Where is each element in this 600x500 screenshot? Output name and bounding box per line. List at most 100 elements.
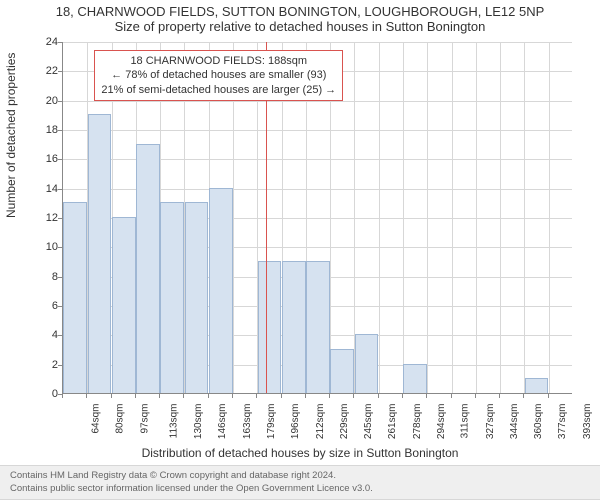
y-tick-mark [58,159,62,160]
y-tick-label: 10 [28,241,58,253]
histogram-chart: 18 CHARNWOOD FIELDS: 188sqm← 78% of deta… [62,42,572,394]
annotation-line-1: 18 CHARNWOOD FIELDS: 188sqm [101,54,336,68]
y-tick-mark [58,247,62,248]
x-tick-mark [499,394,500,398]
x-tick-label: 80sqm [115,404,126,434]
x-tick-label: 278sqm [412,404,423,440]
x-tick-mark [353,394,354,398]
x-tick-label: 130sqm [193,404,204,440]
gridline-v [549,42,550,393]
histogram-bar [63,202,87,393]
gridline-h [63,130,572,131]
x-tick-label: 393sqm [582,404,593,440]
y-tick-mark [58,365,62,366]
y-tick-mark [58,306,62,307]
annotation-line-3: 21% of semi-detached houses are larger (… [101,83,336,97]
y-tick-label: 22 [28,65,58,77]
address-title: 18, CHARNWOOD FIELDS, SUTTON BONINGTON, … [0,0,600,19]
annotation-line-2: ← 78% of detached houses are smaller (93… [101,68,336,82]
y-tick-label: 14 [28,183,58,195]
histogram-bar [112,217,136,393]
x-tick-mark [232,394,233,398]
y-tick-label: 4 [28,329,58,341]
x-tick-mark [183,394,184,398]
x-tick-label: 113sqm [168,404,179,439]
histogram-bar [525,378,549,393]
x-tick-label: 344sqm [509,404,520,440]
y-tick-mark [58,189,62,190]
x-tick-mark [62,394,63,398]
x-tick-mark [378,394,379,398]
y-tick-mark [58,101,62,102]
y-tick-mark [58,130,62,131]
y-tick-mark [58,277,62,278]
x-tick-mark [548,394,549,398]
x-tick-label: 360sqm [533,404,544,440]
histogram-bar [282,261,306,393]
y-tick-label: 0 [28,388,58,400]
x-tick-mark [475,394,476,398]
x-tick-label: 245sqm [363,404,374,440]
licence-footer: Contains HM Land Registry data © Crown c… [0,465,600,500]
y-tick-label: 12 [28,212,58,224]
gridline-v [379,42,380,393]
y-tick-label: 8 [28,271,58,283]
y-axis-label: Number of detached properties [4,53,18,218]
x-tick-mark [523,394,524,398]
x-tick-label: 64sqm [91,404,102,434]
gridline-v [500,42,501,393]
x-tick-mark [256,394,257,398]
y-tick-mark [58,218,62,219]
gridline-v [452,42,453,393]
gridline-v [524,42,525,393]
x-tick-mark [159,394,160,398]
y-tick-label: 2 [28,359,58,371]
gridline-v [427,42,428,393]
x-tick-mark [281,394,282,398]
y-tick-label: 18 [28,124,58,136]
subtitle: Size of property relative to detached ho… [0,19,600,40]
x-tick-label: 196sqm [290,404,301,440]
x-tick-label: 229sqm [339,404,350,440]
x-tick-mark [451,394,452,398]
x-tick-mark [135,394,136,398]
gridline-h [63,42,572,43]
y-tick-label: 24 [28,36,58,48]
y-tick-mark [58,335,62,336]
histogram-bar [136,144,160,393]
histogram-bar [355,334,379,393]
annotation-box: 18 CHARNWOOD FIELDS: 188sqm← 78% of deta… [94,50,343,101]
footer-line-1: Contains HM Land Registry data © Crown c… [10,470,590,482]
histogram-bar [160,202,184,393]
histogram-bar [209,188,233,393]
x-tick-mark [329,394,330,398]
x-tick-label: 377sqm [558,404,569,440]
histogram-bar [258,261,282,393]
histogram-bar [403,364,427,393]
x-tick-mark [402,394,403,398]
histogram-bar [330,349,354,393]
x-tick-mark [86,394,87,398]
x-tick-label: 212sqm [315,404,326,440]
footer-line-2: Contains public sector information licen… [10,483,590,495]
x-tick-mark [111,394,112,398]
x-tick-label: 146sqm [218,404,229,440]
x-tick-label: 97sqm [139,404,150,434]
x-tick-mark [426,394,427,398]
histogram-bar [185,202,209,393]
y-tick-label: 20 [28,95,58,107]
y-tick-label: 16 [28,153,58,165]
gridline-v [403,42,404,393]
histogram-bar [88,114,112,393]
y-tick-label: 6 [28,300,58,312]
gridline-v [476,42,477,393]
x-tick-label: 294sqm [436,404,447,440]
x-tick-label: 163sqm [242,404,253,440]
y-tick-mark [58,71,62,72]
x-tick-label: 179sqm [266,404,277,440]
x-tick-label: 261sqm [388,404,399,440]
x-tick-label: 327sqm [485,404,496,440]
x-axis-label: Distribution of detached houses by size … [0,446,600,460]
x-tick-label: 311sqm [460,404,471,439]
y-tick-mark [58,42,62,43]
